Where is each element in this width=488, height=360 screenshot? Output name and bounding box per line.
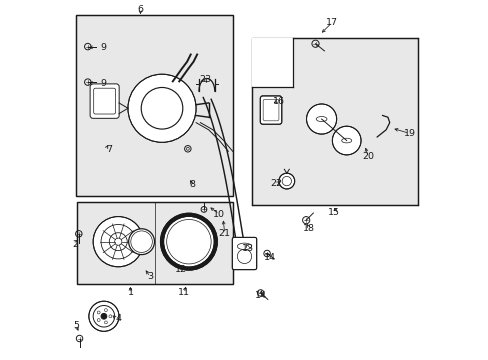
FancyBboxPatch shape — [260, 96, 281, 124]
Bar — [251, 39, 418, 205]
Circle shape — [162, 215, 215, 269]
Text: 13: 13 — [242, 244, 254, 253]
Text: 1: 1 — [127, 288, 133, 297]
Text: 15: 15 — [327, 208, 340, 217]
Bar — [251, 39, 292, 87]
Circle shape — [184, 237, 193, 246]
Text: 2: 2 — [72, 240, 78, 249]
Text: 9: 9 — [100, 43, 106, 52]
Text: 5: 5 — [73, 321, 79, 330]
Text: 9: 9 — [100, 79, 106, 88]
FancyBboxPatch shape — [90, 84, 119, 118]
Text: 23: 23 — [199, 75, 211, 84]
Text: 17: 17 — [325, 18, 338, 27]
Text: 12: 12 — [174, 265, 186, 274]
Circle shape — [306, 104, 336, 134]
Circle shape — [332, 126, 360, 155]
Text: 6: 6 — [137, 5, 143, 14]
Text: 18: 18 — [303, 224, 314, 233]
Text: 16: 16 — [273, 96, 285, 105]
Text: 11: 11 — [177, 288, 189, 297]
Text: 14: 14 — [254, 291, 266, 300]
Circle shape — [128, 74, 196, 142]
FancyBboxPatch shape — [232, 237, 256, 270]
Circle shape — [164, 217, 213, 266]
Text: 19: 19 — [403, 129, 415, 138]
Text: 4: 4 — [115, 314, 121, 323]
Text: 14: 14 — [263, 253, 275, 262]
Text: 8: 8 — [189, 180, 195, 189]
Text: 3: 3 — [147, 272, 153, 281]
Text: 22: 22 — [270, 179, 282, 188]
Text: 7: 7 — [106, 145, 112, 154]
Bar — [77, 202, 233, 284]
Bar — [77, 202, 233, 284]
Text: 20: 20 — [362, 152, 373, 161]
Text: 21: 21 — [218, 229, 230, 238]
Bar — [76, 15, 233, 196]
Text: 10: 10 — [213, 210, 225, 219]
Circle shape — [128, 229, 154, 255]
Circle shape — [278, 173, 294, 189]
Circle shape — [101, 314, 106, 319]
Circle shape — [89, 301, 119, 331]
Bar — [76, 15, 233, 196]
Circle shape — [93, 217, 143, 267]
